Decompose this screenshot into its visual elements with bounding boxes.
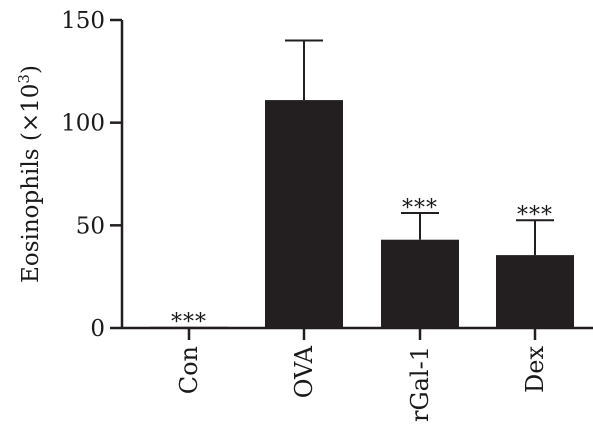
x-tick-label: rGal-1	[406, 346, 434, 422]
x-ticks: Con OVA rGal-1 Dex	[175, 328, 549, 422]
y-axis-label-superscript: 3	[15, 74, 33, 84]
significance-marker: ***	[402, 196, 438, 221]
bar-con	[150, 326, 228, 328]
y-ticks: 0 50 100 150	[61, 8, 122, 342]
x-tick-label: Con	[175, 346, 203, 394]
bars	[150, 100, 574, 328]
bar-ova	[265, 100, 343, 328]
y-tick-label: 100	[61, 111, 105, 137]
bar-rgal-1	[381, 239, 459, 328]
y-axis-label: Eosinophils (×103)	[15, 65, 44, 283]
y-axis-label-suffix: )	[18, 65, 44, 74]
significance-marker: ***	[517, 203, 553, 228]
y-tick-label: 150	[61, 8, 105, 34]
y-tick-label: 0	[90, 316, 105, 342]
y-tick-label: 50	[76, 213, 105, 239]
significance-labels: ****** ***	[171, 196, 553, 335]
error-bars	[285, 39, 554, 256]
x-tick-label: OVA	[290, 345, 318, 398]
y-axis-label-main: Eosinophils (×10	[18, 84, 44, 283]
bar-dex	[496, 255, 574, 328]
x-tick-label: Dex	[521, 346, 549, 393]
